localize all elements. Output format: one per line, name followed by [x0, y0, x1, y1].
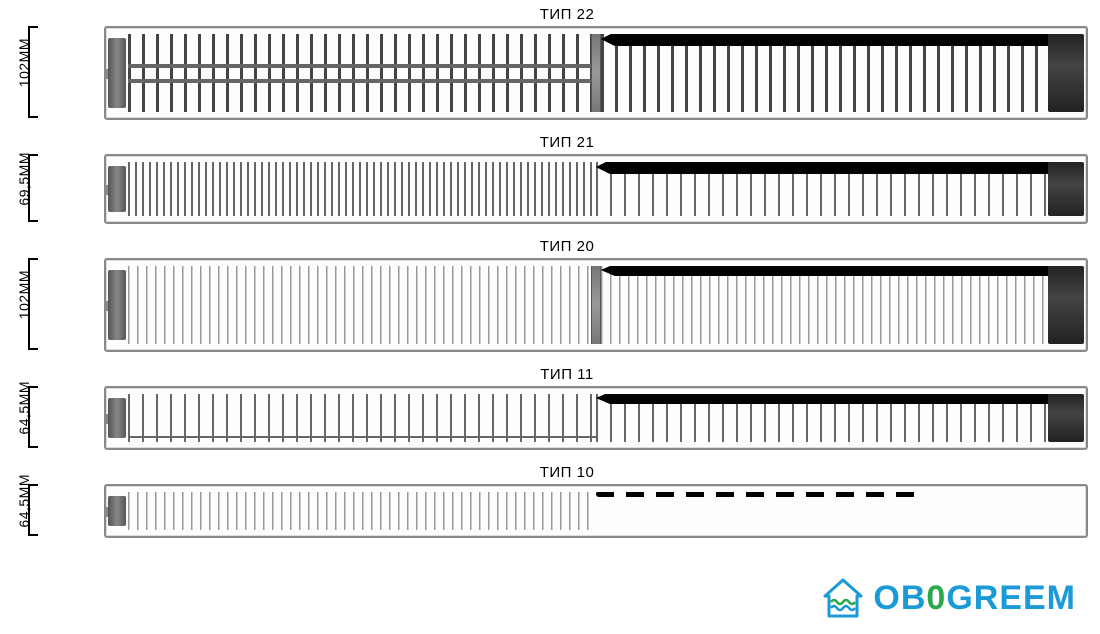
logo-text: OB0GREEM [873, 579, 1076, 618]
mount-tabs [106, 536, 1086, 538]
house-waves-icon [821, 576, 865, 620]
radiator-type11 [104, 386, 1088, 450]
radiator-type21 [104, 154, 1088, 224]
mount-tab [243, 536, 303, 538]
radiator-col: ТИП 20 [38, 240, 1096, 350]
left-half [128, 34, 591, 112]
mount-tabs [106, 448, 1086, 450]
mount-tab [243, 222, 303, 224]
left-half [128, 162, 596, 216]
right-half [601, 266, 1064, 344]
type-label: ТИП 10 [540, 464, 595, 481]
mount-tabs [106, 118, 1086, 120]
radiator-inner [128, 266, 1064, 344]
left-half [128, 266, 591, 344]
radiator-row-type10: 64,5ММ ТИП 10 [0, 464, 1096, 536]
brand-logo: OB0GREEM [791, 576, 1076, 620]
left-cap [108, 270, 126, 340]
radiator-row-type11: 64,5ММ ТИП 11 [0, 366, 1096, 448]
dimension-col: 102ММ [0, 8, 38, 118]
right-cap [1048, 266, 1084, 344]
left-cap [108, 38, 126, 108]
left-cap [108, 496, 126, 526]
mount-tab [243, 448, 303, 450]
radiator-col: ТИП 11 [38, 368, 1096, 448]
radiator-inner [128, 394, 1064, 442]
dimension-bracket [28, 26, 38, 118]
dimension-col: 69,5ММ [0, 136, 38, 222]
mount-tab [910, 222, 970, 224]
radiator-row-type21: 69,5ММ ТИП 21 [0, 134, 1096, 222]
mount-tab [910, 536, 970, 538]
mount-tabs [106, 350, 1086, 352]
dimension-col: 102ММ [0, 240, 38, 350]
right-half [596, 394, 1064, 442]
dimension-col: 64,5ММ [0, 368, 38, 448]
center-divider [591, 34, 601, 112]
radiator-row-type22: 102ММ ТИП 22 [0, 6, 1096, 118]
dimension-bracket [28, 258, 38, 350]
dimension-bracket [28, 154, 38, 222]
type-label: ТИП 20 [540, 238, 595, 255]
mount-tab [243, 118, 303, 120]
type-label: ТИП 11 [540, 366, 593, 383]
mount-tab [910, 350, 970, 352]
mount-tabs [106, 222, 1086, 224]
radiator-col: ТИП 22 [38, 8, 1096, 118]
radiator-type20 [104, 258, 1088, 352]
radiator-inner [128, 34, 1064, 112]
radiator-inner [128, 492, 1064, 530]
radiator-row-type20: 102ММ ТИП 20 [0, 238, 1096, 350]
center-divider [591, 266, 601, 344]
mount-tab [910, 448, 970, 450]
dimension-bracket [28, 386, 38, 448]
left-cap [108, 166, 126, 212]
radiator-type10 [104, 484, 1088, 538]
mount-tab [910, 118, 970, 120]
dimension-bracket [28, 484, 38, 536]
right-half [596, 162, 1064, 216]
right-half [596, 492, 1064, 530]
radiator-col: ТИП 21 [38, 136, 1096, 222]
right-cap [1048, 34, 1084, 112]
radiator-col: ТИП 10 [38, 466, 1096, 536]
type-label: ТИП 22 [540, 6, 595, 23]
right-cap [1048, 162, 1084, 216]
radiator-type22 [104, 26, 1088, 120]
dimension-col: 64,5ММ [0, 466, 38, 536]
mount-tab [243, 350, 303, 352]
type-label: ТИП 21 [540, 134, 595, 151]
left-cap [108, 398, 126, 438]
radiator-inner [128, 162, 1064, 216]
right-half [601, 34, 1064, 112]
right-cap [1048, 394, 1084, 442]
left-half [128, 492, 596, 530]
left-half [128, 394, 596, 442]
